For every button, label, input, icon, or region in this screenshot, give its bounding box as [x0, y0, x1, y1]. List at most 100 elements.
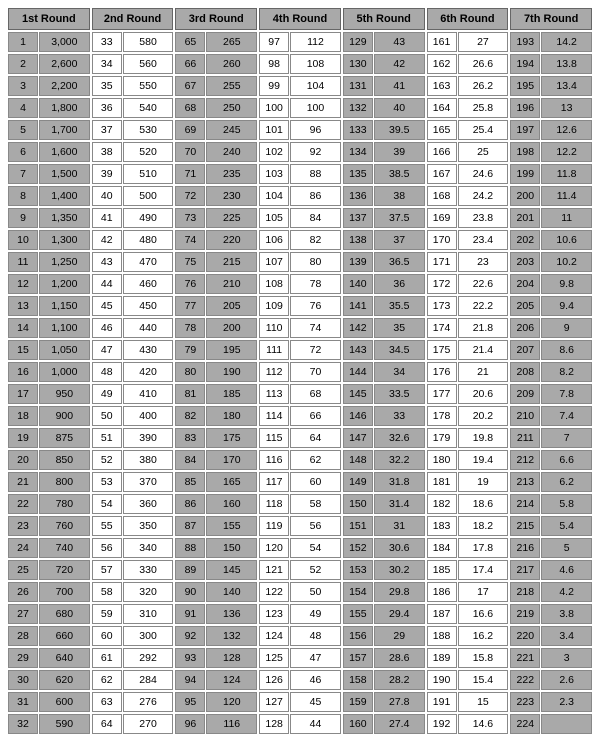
pick-value: 7.8	[541, 384, 592, 404]
pick-number: 221	[510, 648, 540, 668]
pick-number: 36	[92, 98, 122, 118]
pick-value: 48	[290, 626, 341, 646]
pick-number: 184	[427, 538, 457, 558]
pick-number: 82	[175, 406, 205, 426]
pick-value: 470	[123, 252, 174, 272]
pick-value: 17.4	[458, 560, 509, 580]
pick-value: 74	[290, 318, 341, 338]
pick-value: 136	[206, 604, 257, 624]
pick-value: 390	[123, 428, 174, 448]
pick-number: 199	[510, 164, 540, 184]
pick-number: 197	[510, 120, 540, 140]
pick-number: 64	[92, 714, 122, 734]
pick-value: 155	[206, 516, 257, 536]
pick-value: 590	[39, 714, 90, 734]
pick-value: 80	[290, 252, 341, 272]
pick-number: 30	[8, 670, 38, 690]
pick-number: 50	[92, 406, 122, 426]
pick-value: 17	[458, 582, 509, 602]
pick-number: 143	[343, 340, 373, 360]
pick-number: 77	[175, 296, 205, 316]
pick-number: 7	[8, 164, 38, 184]
pick-number: 120	[259, 538, 289, 558]
pick-number: 31	[8, 692, 38, 712]
pick-number: 70	[175, 142, 205, 162]
pick-value: 20.2	[458, 406, 509, 426]
pick-value: 215	[206, 252, 257, 272]
pick-number: 18	[8, 406, 38, 426]
pick-number: 198	[510, 142, 540, 162]
pick-number: 138	[343, 230, 373, 250]
pick-value: 124	[206, 670, 257, 690]
pick-value: 25	[458, 142, 509, 162]
pick-value: 190	[206, 362, 257, 382]
pick-number: 209	[510, 384, 540, 404]
pick-number: 112	[259, 362, 289, 382]
pick-number: 210	[510, 406, 540, 426]
pick-number: 122	[259, 582, 289, 602]
pick-value: 34	[374, 362, 425, 382]
pick-value: 104	[290, 76, 341, 96]
pick-value: 33	[374, 406, 425, 426]
pick-number: 117	[259, 472, 289, 492]
pick-value: 160	[206, 494, 257, 514]
pick-number: 27	[8, 604, 38, 624]
pick-value: 12.2	[541, 142, 592, 162]
pick-number: 86	[175, 494, 205, 514]
pick-number: 125	[259, 648, 289, 668]
pick-number: 149	[343, 472, 373, 492]
pick-value: 58	[290, 494, 341, 514]
pick-number: 68	[175, 98, 205, 118]
pick-number: 13	[8, 296, 38, 316]
pick-number: 28	[8, 626, 38, 646]
pick-number: 88	[175, 538, 205, 558]
pick-value: 128	[206, 648, 257, 668]
pick-number: 133	[343, 120, 373, 140]
pick-number: 148	[343, 450, 373, 470]
pick-value: 580	[123, 32, 174, 52]
pick-number: 12	[8, 274, 38, 294]
pick-value: 33.5	[374, 384, 425, 404]
pick-number: 137	[343, 208, 373, 228]
column-header: 1st Round	[8, 8, 90, 30]
pick-value: 20.6	[458, 384, 509, 404]
pick-number: 142	[343, 318, 373, 338]
pick-value: 32.6	[374, 428, 425, 448]
pick-number: 123	[259, 604, 289, 624]
pick-number: 106	[259, 230, 289, 250]
pick-number: 121	[259, 560, 289, 580]
pick-number: 175	[427, 340, 457, 360]
pick-value: 2.6	[541, 670, 592, 690]
pick-value: 600	[39, 692, 90, 712]
pick-number: 141	[343, 296, 373, 316]
pick-value: 7.4	[541, 406, 592, 426]
pick-number: 145	[343, 384, 373, 404]
pick-number: 20	[8, 450, 38, 470]
pick-number: 174	[427, 318, 457, 338]
pick-number: 203	[510, 252, 540, 272]
pick-number: 127	[259, 692, 289, 712]
pick-value: 1,350	[39, 208, 90, 228]
pick-number: 83	[175, 428, 205, 448]
pick-number: 169	[427, 208, 457, 228]
pick-value: 8.2	[541, 362, 592, 382]
pick-number: 182	[427, 494, 457, 514]
pick-number: 1	[8, 32, 38, 52]
pick-value: 62	[290, 450, 341, 470]
pick-number: 158	[343, 670, 373, 690]
pick-value: 39	[374, 142, 425, 162]
pick-number: 65	[175, 32, 205, 52]
pick-value: 38.5	[374, 164, 425, 184]
pick-value: 23	[458, 252, 509, 272]
pick-value: 22.6	[458, 274, 509, 294]
pick-number: 193	[510, 32, 540, 52]
pick-value: 46	[290, 670, 341, 690]
pick-number: 119	[259, 516, 289, 536]
pick-number: 131	[343, 76, 373, 96]
pick-number: 159	[343, 692, 373, 712]
pick-number: 194	[510, 54, 540, 74]
pick-value: 36	[374, 274, 425, 294]
pick-number: 81	[175, 384, 205, 404]
pick-value: 150	[206, 538, 257, 558]
pick-value: 4.6	[541, 560, 592, 580]
